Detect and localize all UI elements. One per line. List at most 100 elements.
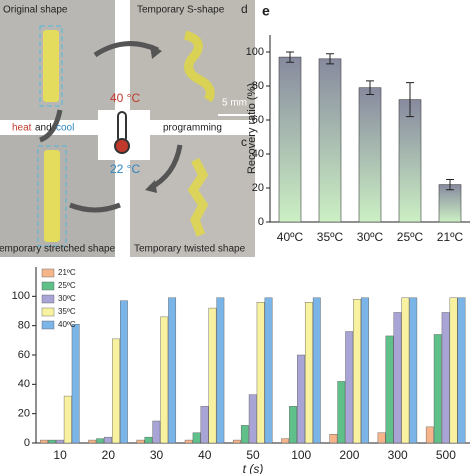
bar — [398, 99, 422, 223]
s-strip — [183, 30, 215, 103]
bar — [248, 394, 257, 444]
y-tick-label: 80 — [252, 80, 264, 92]
y-tick-label: 20 — [18, 408, 30, 420]
bar — [112, 338, 120, 444]
y-tick-label: 0 — [258, 216, 264, 228]
legend-label: 21ºC — [58, 268, 76, 277]
bar — [304, 302, 313, 444]
y-tick-label: 80 — [18, 320, 30, 332]
temperature: 40 °C — [110, 91, 140, 105]
bar — [119, 300, 128, 444]
y-axis-label: Recovery ratio (%) — [246, 83, 258, 174]
bar — [457, 297, 466, 444]
x-tick-label: 200 — [339, 448, 359, 462]
x-tick-label: 30ºC — [357, 230, 384, 244]
thermometer-bulb — [114, 138, 130, 154]
bar — [433, 334, 442, 444]
x-tick-label: 300 — [388, 448, 408, 462]
bar — [208, 307, 217, 444]
arrow-head — [145, 180, 157, 193]
thermometer — [117, 111, 127, 143]
bar — [136, 439, 145, 444]
x-tick-label: 21ºC — [437, 230, 464, 244]
bar — [312, 297, 321, 444]
error-bar — [446, 179, 454, 191]
x-tick-label: 30 — [150, 448, 164, 462]
bar — [345, 331, 354, 444]
bar — [318, 58, 342, 223]
legend-swatch — [41, 320, 55, 330]
arrow-head — [150, 45, 162, 59]
bar — [63, 395, 72, 444]
bar — [152, 420, 161, 444]
x-tick-label: 500 — [436, 448, 456, 462]
bar — [71, 324, 80, 444]
photo-caption: programming — [163, 123, 222, 134]
scale-label: 5 mm — [222, 98, 247, 109]
bar — [48, 439, 56, 444]
bar — [449, 297, 458, 444]
bar — [160, 316, 169, 444]
legend-swatch — [41, 268, 55, 278]
photo-caption: Temporary twisted shape — [134, 244, 246, 255]
legend-swatch — [41, 281, 55, 291]
legend-swatch — [41, 307, 55, 317]
bar — [200, 406, 209, 444]
photo-caption: heat — [12, 123, 32, 134]
y-tick-label: 60 — [252, 114, 264, 126]
bar — [353, 299, 362, 444]
temperature: 22 °C — [110, 162, 140, 176]
bar — [96, 438, 105, 444]
bar — [361, 297, 369, 444]
legend-label: 25ºC — [58, 281, 76, 290]
arrow — [69, 202, 121, 213]
bar — [168, 297, 177, 444]
panel-label: e — [262, 3, 270, 19]
photo-label: c — [241, 135, 247, 149]
bar — [55, 439, 64, 444]
bar — [264, 297, 273, 444]
bar — [104, 436, 112, 444]
y-tick-label: 40 — [252, 148, 264, 160]
x-tick-label: 25ºC — [397, 230, 424, 244]
bar — [358, 87, 382, 223]
bar — [144, 436, 153, 444]
x-axis-label: t (s) — [243, 462, 264, 474]
bar — [192, 432, 201, 444]
arrow — [39, 109, 63, 143]
bar — [441, 312, 450, 444]
strip — [43, 30, 59, 102]
x-tick-label: 40ºC — [277, 230, 304, 244]
bar — [184, 439, 193, 444]
photo-caption: Original shape — [3, 5, 68, 16]
legend-swatch — [41, 294, 55, 304]
strip — [44, 150, 60, 242]
error-bar — [406, 82, 414, 118]
photo-caption: and — [35, 123, 52, 134]
bar — [216, 297, 225, 444]
x-tick-label: 50 — [246, 448, 260, 462]
x-tick-label: 20 — [102, 448, 116, 462]
photo-caption: Temporary S-shape — [137, 5, 225, 16]
legend-label: 40ºC — [58, 320, 76, 329]
photo-caption: cool — [56, 123, 74, 134]
photo-panel: Original shape Temporary S-shape d 40 °C… — [0, 0, 255, 257]
y-tick-label: 20 — [252, 182, 264, 194]
bar — [393, 312, 402, 444]
legend-label: 35ºC — [58, 307, 76, 316]
bar — [401, 297, 410, 444]
bar — [425, 426, 434, 444]
y-tick-label: 100 — [246, 46, 264, 58]
bar — [377, 432, 386, 444]
x-tick-label: 35ºC — [317, 230, 344, 244]
error-bar — [286, 51, 294, 63]
y-tick-label: 40 — [18, 378, 30, 390]
photo-label: d — [241, 2, 248, 16]
bar — [281, 438, 290, 444]
error-bar — [326, 53, 334, 65]
x-tick-label: 40 — [198, 448, 212, 462]
y-tick-label: 60 — [18, 349, 30, 361]
y-tick-label: 0 — [24, 437, 30, 449]
bar — [240, 425, 249, 444]
